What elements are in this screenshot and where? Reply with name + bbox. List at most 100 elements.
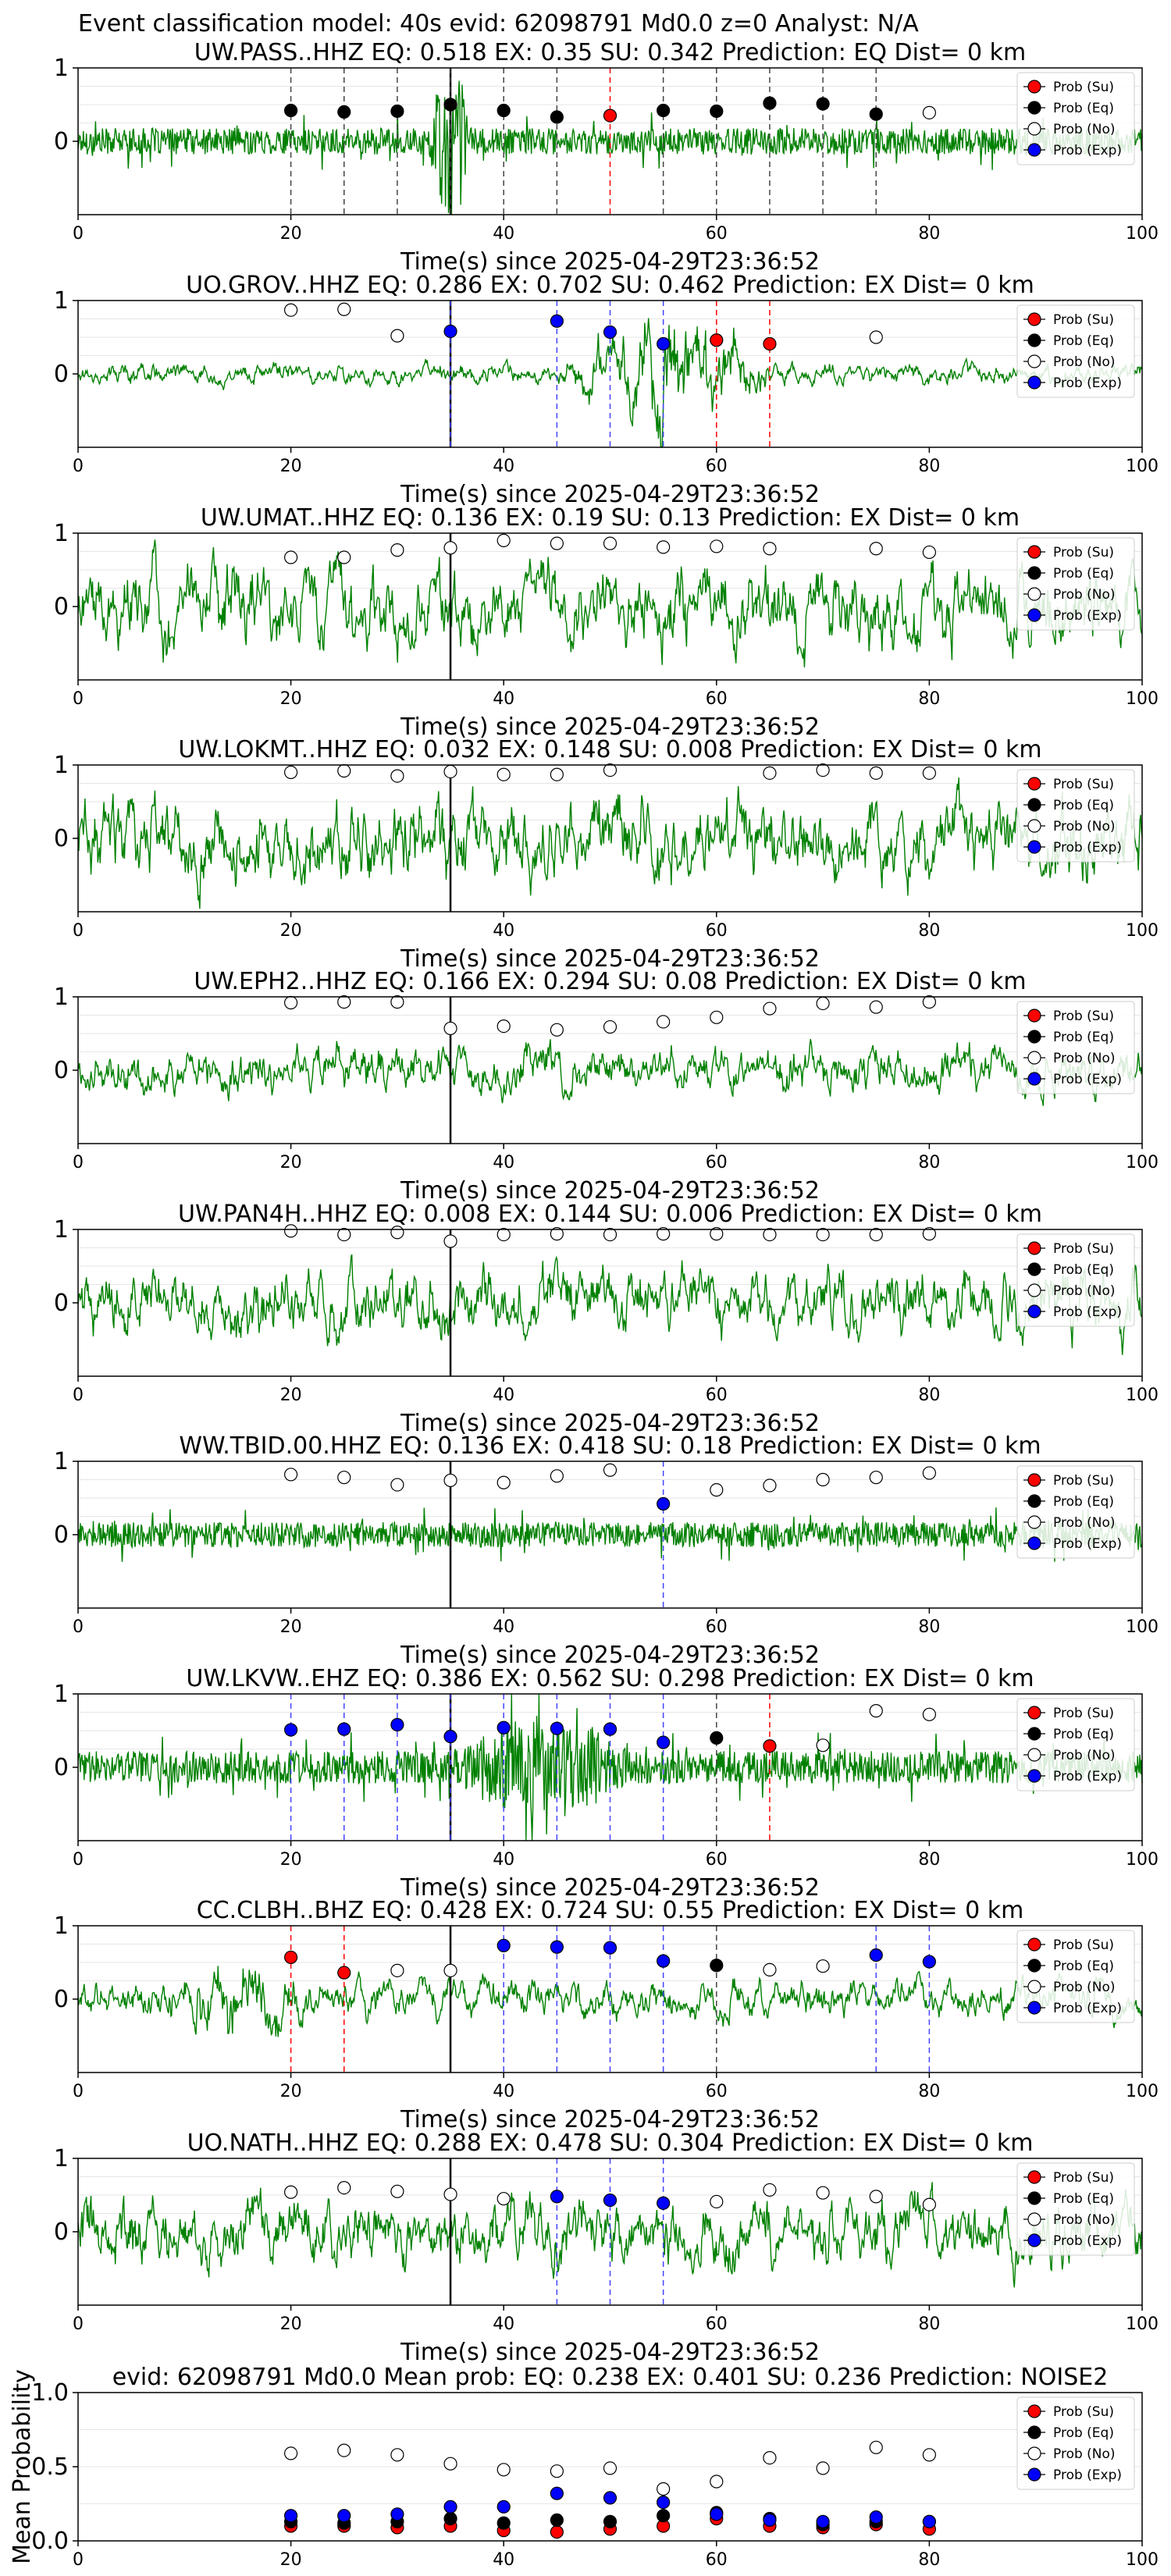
legend-marker-su: [1027, 1009, 1041, 1023]
x-tick-label: 40: [493, 1386, 514, 1405]
legend-label: Prob (No): [1053, 1515, 1116, 1531]
prob-marker-exp: [603, 1722, 618, 1736]
prob-marker-exp: [657, 2196, 671, 2210]
x-tick-label: 80: [918, 1617, 940, 1637]
waveform-trace: [77, 1254, 1143, 1355]
x-tick-label: 40: [493, 2314, 514, 2334]
y-tick-label: 1: [54, 1448, 69, 1475]
x-axis-label: Time(s) since 2025-04-29T23:36:52: [400, 1642, 820, 1669]
mean-prob-marker-no: [922, 2448, 937, 2462]
legend-label: Prob (Su): [1053, 545, 1114, 560]
prob-marker-exp: [657, 1735, 671, 1749]
prob-marker-no: [497, 533, 511, 548]
legend-marker-su: [1027, 1706, 1041, 1720]
prob-marker-no: [337, 302, 351, 316]
legend: Prob (Su) Prob (Eq) Prob (No) Prob (Exp): [1016, 72, 1135, 165]
prob-marker-no: [603, 1463, 618, 1477]
legend-marker-su: [1027, 2404, 1041, 2418]
panel-title: UO.NATH..HHZ EQ: 0.288 EX: 0.478 SU: 0.3…: [187, 2129, 1034, 2157]
prob-marker-no: [763, 1478, 777, 1493]
prob-marker-no: [497, 1475, 511, 1489]
prob-marker-no: [922, 105, 937, 119]
x-axis-label: Time(s) since 2025-04-29T23:36:52: [400, 945, 820, 973]
panel-3: UW.UMAT..HHZ EQ: 0.136 EX: 0.19 SU: 0.13…: [54, 504, 1159, 741]
legend-label: Prob (Exp): [1053, 2467, 1122, 2483]
prob-marker-no: [337, 1471, 351, 1485]
prob-marker-exp: [657, 336, 671, 351]
prob-marker-exp: [550, 2190, 564, 2204]
prob-marker-no: [869, 2190, 883, 2204]
y-tick-label: 1: [54, 1912, 69, 1940]
prob-marker-no: [816, 1959, 830, 1973]
x-tick-label: 100: [1126, 1153, 1159, 1172]
y-tick-label: 1.0: [31, 2379, 69, 2407]
prob-marker-no: [657, 1015, 671, 1029]
mean-prob-marker-no: [869, 2440, 883, 2454]
legend-label: Prob (No): [1053, 2212, 1116, 2228]
panel-title: UW.UMAT..HHZ EQ: 0.136 EX: 0.19 SU: 0.13…: [201, 504, 1020, 532]
legend-label: Prob (Su): [1053, 312, 1114, 328]
prob-marker-no: [390, 1963, 404, 1977]
x-tick-label: 40: [493, 1617, 514, 1637]
mean-prob-marker-no: [550, 2464, 564, 2478]
prob-marker-eq: [284, 103, 298, 118]
y-tick-label: 1: [54, 520, 69, 547]
legend-label: Prob (Exp): [1053, 608, 1122, 624]
prob-marker-no: [443, 764, 457, 779]
legend-label: Prob (Su): [1053, 777, 1114, 792]
legend-label: Prob (No): [1053, 2446, 1116, 2462]
waveform-trace: [77, 1038, 1143, 1106]
x-axis-label: Time(s) since 2025-04-29T23:36:52: [400, 1874, 820, 1902]
legend-box: [1016, 769, 1135, 863]
x-tick-label: 80: [918, 1850, 940, 1870]
prob-marker-exp: [390, 1717, 404, 1732]
legend-marker-eq: [1027, 2425, 1041, 2439]
prob-marker-exp: [497, 1720, 511, 1735]
prob-marker-no: [922, 766, 937, 780]
prob-marker-no: [816, 1738, 830, 1752]
prob-marker-no: [390, 2184, 404, 2198]
prob-marker-su: [763, 1739, 777, 1753]
mean-prob-marker-exp: [763, 2513, 777, 2527]
panel-10: UO.NATH..HHZ EQ: 0.288 EX: 0.478 SU: 0.3…: [54, 2129, 1159, 2366]
x-tick-label: 0: [73, 457, 84, 476]
prob-marker-no: [603, 536, 618, 550]
prob-marker-no: [497, 1227, 511, 1242]
prob-marker-eq: [710, 1731, 724, 1745]
y-tick-label: 1: [54, 1681, 69, 1708]
prob-marker-no: [763, 1227, 777, 1242]
legend-label: Prob (Su): [1053, 1009, 1114, 1024]
waveform-trace: [77, 318, 1143, 448]
prob-marker-no: [763, 1002, 777, 1016]
panels: UW.PASS..HHZ EQ: 0.518 EX: 0.35 SU: 0.34…: [9, 39, 1159, 2570]
legend: Prob (Su) Prob (Eq) Prob (No) Prob (Exp): [1016, 1233, 1135, 1327]
mean-prob-marker-exp: [603, 2491, 618, 2505]
prob-marker-exp: [550, 1721, 564, 1735]
mean-prob-marker-no: [497, 2463, 511, 2477]
legend-marker-eq: [1027, 798, 1041, 812]
legend-label: Prob (Eq): [1053, 1959, 1114, 1974]
x-tick-label: 20: [280, 1386, 302, 1405]
prob-marker-no: [869, 766, 883, 780]
x-tick-label: 20: [280, 689, 302, 709]
legend-marker-no: [1027, 1980, 1041, 1994]
legend-marker-exp: [1027, 1072, 1041, 1086]
x-tick-label: 0: [73, 2550, 84, 2570]
legend: Prob (Su) Prob (Eq) Prob (No) Prob (Exp): [1016, 2162, 1135, 2256]
x-tick-label: 80: [918, 1153, 940, 1172]
x-tick-label: 20: [280, 2314, 302, 2334]
prob-marker-no: [284, 303, 298, 317]
legend-label: Prob (No): [1053, 1051, 1116, 1066]
prob-marker-no: [763, 1962, 777, 1976]
x-tick-label: 0: [73, 921, 84, 941]
legend-label: Prob (Eq): [1053, 2425, 1114, 2441]
x-tick-label: 20: [280, 224, 302, 244]
x-tick-label: 80: [918, 2082, 940, 2101]
prob-marker-exp: [657, 1954, 671, 1968]
legend-marker-exp: [1027, 1304, 1041, 1318]
y-tick-label: 0.0: [31, 2528, 69, 2555]
mean-prob-marker-no: [710, 2475, 724, 2489]
legend-label: Prob (No): [1053, 1748, 1116, 1763]
legend-marker-su: [1027, 777, 1041, 791]
mean-prob-marker-no: [284, 2446, 298, 2460]
